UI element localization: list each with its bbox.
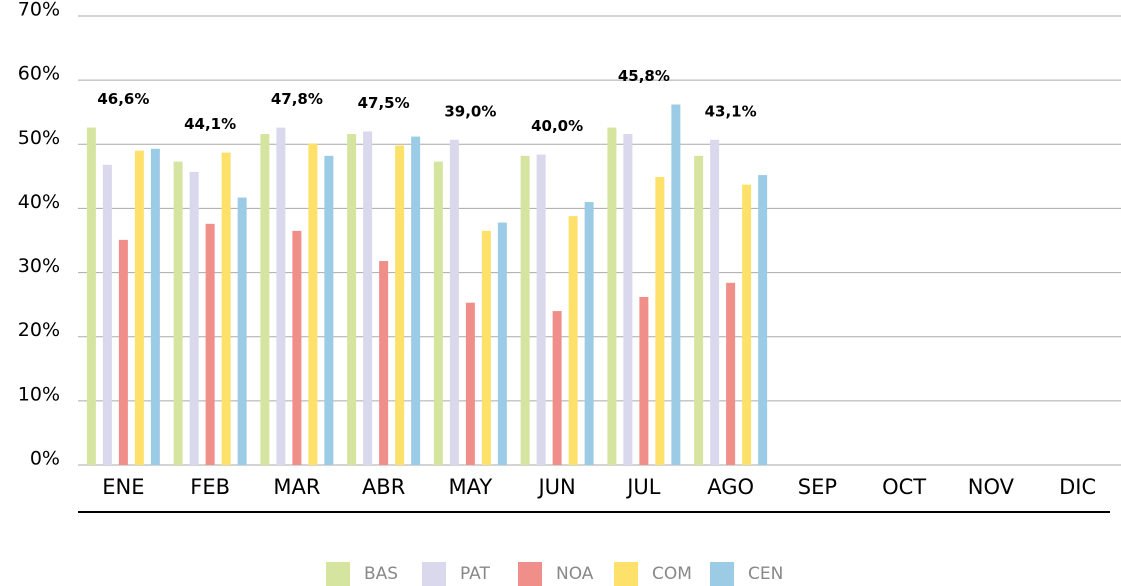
x-tick-label: OCT	[882, 475, 926, 499]
x-tick-label: NOV	[968, 475, 1015, 499]
bar	[726, 282, 736, 465]
bar	[308, 143, 318, 465]
bar	[411, 136, 421, 466]
x-tick-label: DIC	[1059, 475, 1096, 499]
bar	[237, 197, 247, 465]
x-tick-label: MAY	[449, 475, 493, 499]
bar	[742, 184, 752, 465]
x-tick-label: JUL	[625, 475, 661, 499]
legend-swatch	[422, 562, 446, 586]
bar	[379, 261, 389, 465]
bar	[655, 176, 665, 465]
y-tick-label: 40%	[18, 191, 60, 213]
bar	[395, 145, 405, 465]
bar	[260, 134, 270, 465]
bar	[497, 222, 507, 465]
x-tick-label: JUN	[536, 475, 575, 499]
bar	[118, 239, 128, 465]
bar	[324, 155, 334, 465]
bar	[694, 155, 704, 465]
bar	[481, 230, 491, 465]
bar	[189, 171, 199, 466]
group-annotation: 40,0%	[531, 117, 583, 135]
bar	[584, 202, 594, 465]
x-tick-label: ENE	[102, 475, 144, 499]
bar	[710, 139, 720, 465]
y-tick-label: 20%	[18, 319, 60, 341]
bar	[134, 150, 144, 465]
x-tick-label: AGO	[707, 475, 754, 499]
y-tick-label: 50%	[18, 127, 60, 149]
group-annotation: 47,5%	[358, 94, 410, 112]
group-annotation: 39,0%	[444, 102, 496, 120]
bar	[205, 223, 215, 465]
legend-swatch	[710, 562, 734, 586]
bar	[758, 175, 768, 465]
group-annotation: 45,8%	[618, 67, 670, 85]
legend-swatch	[326, 562, 350, 586]
y-tick-label: 30%	[18, 255, 60, 277]
legend-label: COM	[652, 564, 692, 584]
bar	[363, 131, 373, 465]
x-tick-label: ABR	[362, 475, 405, 499]
y-tick-label: 60%	[18, 63, 60, 85]
bar	[292, 230, 302, 465]
group-annotation: 44,1%	[184, 115, 236, 133]
bar	[671, 104, 681, 465]
bar	[639, 296, 649, 465]
bar	[520, 155, 530, 465]
legend-label: PAT	[460, 564, 490, 584]
bar	[347, 134, 357, 465]
x-tick-label: SEP	[798, 475, 837, 499]
bar	[449, 139, 459, 465]
y-tick-label: 0%	[30, 448, 60, 470]
legend-swatch	[518, 562, 542, 586]
bar	[433, 161, 443, 465]
bar	[552, 311, 562, 465]
bar	[536, 154, 546, 465]
bar	[568, 216, 578, 465]
bar	[86, 127, 96, 465]
y-tick-label: 10%	[18, 383, 60, 405]
legend-label: CEN	[748, 564, 783, 584]
y-tick-label: 70%	[18, 0, 60, 21]
bar	[465, 302, 475, 465]
group-annotation: 47,8%	[271, 90, 323, 108]
bar	[173, 161, 183, 465]
group-annotation: 46,6%	[97, 90, 149, 108]
bar	[623, 134, 633, 465]
legend-label: NOA	[556, 564, 594, 584]
legend-swatch	[614, 562, 638, 586]
bar	[102, 164, 112, 465]
x-tick-label: MAR	[273, 475, 320, 499]
bar	[221, 152, 231, 466]
bar	[276, 127, 286, 465]
bar	[150, 148, 160, 466]
group-annotation: 43,1%	[705, 102, 757, 120]
bar	[607, 127, 617, 465]
legend-label: BAS	[364, 564, 398, 584]
x-tick-label: FEB	[190, 475, 230, 499]
